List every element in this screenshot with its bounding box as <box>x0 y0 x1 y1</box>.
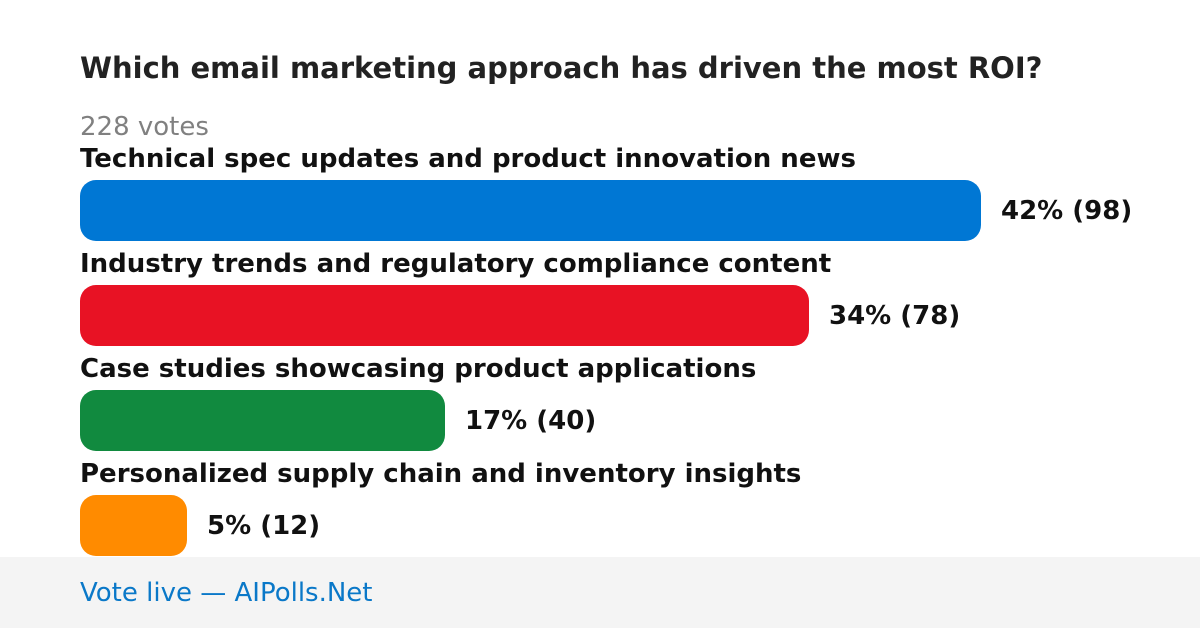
option-value-label: 5% (12) <box>207 510 321 541</box>
vote-live-link[interactable]: Vote live — AIPolls.Net <box>80 578 373 608</box>
option-bar <box>80 390 445 451</box>
option-value-label: 34% (78) <box>829 300 961 331</box>
poll-question: Which email marketing approach has drive… <box>80 51 1043 85</box>
option-bar <box>80 285 809 346</box>
option-label: Industry trends and regulatory complianc… <box>80 249 832 279</box>
option-label: Technical spec updates and product innov… <box>80 144 856 174</box>
footer-bar: Vote live — AIPolls.Net <box>0 557 1200 628</box>
option-label: Case studies showcasing product applicat… <box>80 354 757 384</box>
option-bar <box>80 495 187 556</box>
option-value-label: 17% (40) <box>465 405 597 436</box>
vote-count: 228 votes <box>80 112 209 142</box>
option-label: Personalized supply chain and inventory … <box>80 459 802 489</box>
option-bar <box>80 180 981 241</box>
option-value-label: 42% (98) <box>1001 195 1133 226</box>
